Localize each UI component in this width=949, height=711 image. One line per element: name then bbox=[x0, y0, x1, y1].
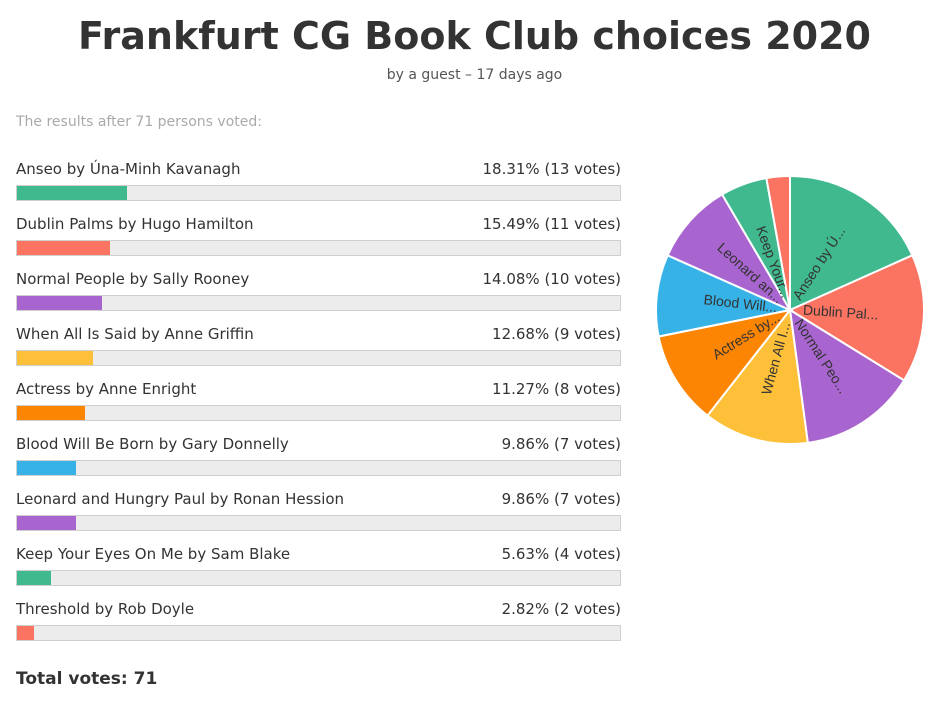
result-value-label: 2.82% (2 votes) bbox=[501, 600, 621, 618]
result-bar bbox=[17, 516, 77, 530]
result-option-label: Keep Your Eyes On Me by Sam Blake bbox=[16, 545, 291, 563]
page-title: Frankfurt CG Book Club choices 2020 bbox=[78, 14, 871, 58]
pie-slice-label: Dublin Pal... bbox=[803, 302, 879, 323]
result-bar bbox=[17, 186, 128, 200]
result-row: Keep Your Eyes On Me by Sam Blake 5.63% (… bbox=[16, 545, 621, 600]
result-value-label: 15.49% (11 votes) bbox=[482, 215, 621, 233]
result-bar bbox=[17, 461, 77, 475]
total-votes-value: 71 bbox=[133, 669, 158, 689]
result-value-label: 12.68% (9 votes) bbox=[492, 325, 621, 343]
pie-slice bbox=[788, 308, 906, 444]
result-bar-track bbox=[16, 185, 621, 201]
result-bar bbox=[17, 241, 111, 255]
result-value-label: 5.63% (4 votes) bbox=[501, 545, 621, 563]
result-option-label: Dublin Palms by Hugo Hamilton bbox=[16, 215, 254, 233]
total-votes: Total votes: 71 bbox=[16, 669, 157, 689]
result-value-label: 11.27% (8 votes) bbox=[492, 380, 621, 398]
poll-byline: by a guest – 17 days ago bbox=[386, 67, 563, 83]
result-value-label: 14.08% (10 votes) bbox=[482, 270, 621, 288]
pie-chart: Anseo by Ú...Dublin Pal...Normal Peo...W… bbox=[655, 174, 925, 445]
result-bar-track bbox=[16, 240, 621, 256]
results-note: The results after 71 persons voted: bbox=[16, 114, 262, 130]
result-bar bbox=[17, 571, 51, 585]
result-bar bbox=[17, 351, 94, 365]
pie-slice bbox=[787, 253, 925, 382]
result-bar bbox=[17, 406, 85, 420]
result-option-label: Leonard and Hungry Paul by Ronan Hession bbox=[16, 490, 345, 508]
result-value-label: 9.86% (7 votes) bbox=[501, 490, 621, 508]
result-value-label: 18.31% (13 votes) bbox=[482, 160, 621, 178]
result-bar-track bbox=[16, 625, 621, 641]
result-option-label: Anseo by Úna-Minh Kavanagh bbox=[16, 160, 241, 178]
result-bar-track bbox=[16, 460, 621, 476]
result-row: Anseo by Úna-Minh Kavanagh 18.31% (13 vot… bbox=[16, 160, 621, 215]
result-bar bbox=[17, 296, 102, 310]
result-row: When All Is Said by Anne Griffin 12.68% (… bbox=[16, 325, 621, 380]
result-option-label: Threshold by Rob Doyle bbox=[16, 600, 195, 618]
result-row: Leonard and Hungry Paul by Ronan Hession… bbox=[16, 490, 621, 545]
pie-slice bbox=[666, 193, 793, 313]
total-votes-label: Total votes: bbox=[16, 669, 128, 689]
pie-slice bbox=[789, 174, 914, 312]
result-bar-track bbox=[16, 405, 621, 421]
pie-slice bbox=[706, 307, 809, 445]
result-row: Blood Will Be Born by Gary Donnelly 9.86%… bbox=[16, 435, 621, 490]
result-bar-track bbox=[16, 515, 621, 531]
result-bar-track bbox=[16, 570, 621, 586]
pie-slice bbox=[657, 308, 793, 417]
result-option-label: Blood Will Be Born by Gary Donnelly bbox=[16, 435, 289, 453]
result-row: Actress by Anne Enright 11.27% (8 votes) bbox=[16, 380, 621, 435]
pie-slice bbox=[655, 253, 794, 338]
result-option-label: Actress by Anne Enright bbox=[16, 380, 197, 398]
result-bar-track bbox=[16, 295, 621, 311]
result-option-label: Normal People by Sally Rooney bbox=[16, 270, 250, 288]
result-value-label: 9.86% (7 votes) bbox=[501, 435, 621, 453]
result-option-label: When All Is Said by Anne Griffin bbox=[16, 325, 254, 343]
result-row: Normal People by Sally Rooney 14.08% (10 … bbox=[16, 270, 621, 325]
result-bar-track bbox=[16, 350, 621, 366]
pie-slice bbox=[765, 174, 791, 311]
result-row: Dublin Palms by Hugo Hamilton 15.49% (11 … bbox=[16, 215, 621, 270]
result-row: Threshold by Rob Doyle 2.82% (2 votes) bbox=[16, 600, 621, 655]
result-bar bbox=[17, 626, 34, 640]
results-list: Anseo by Úna-Minh Kavanagh 18.31% (13 vot… bbox=[16, 160, 621, 655]
